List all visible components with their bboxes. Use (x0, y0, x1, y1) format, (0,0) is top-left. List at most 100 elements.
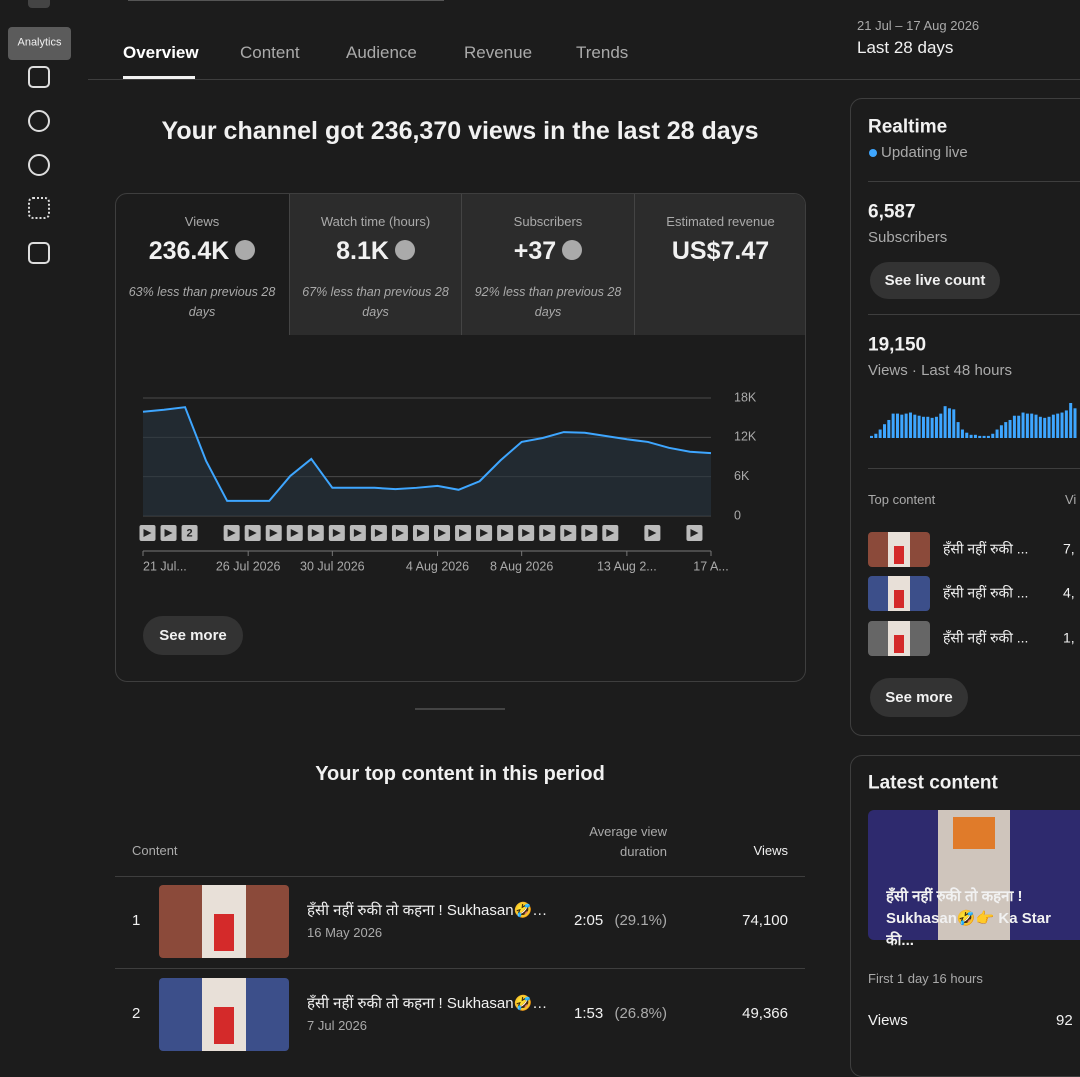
tab[interactable]: Revenue (464, 42, 533, 62)
play-icon (564, 529, 573, 537)
x-tick-label: 13 Aug 2... (597, 559, 657, 573)
video-title[interactable]: हँसी नहीं रुकी ... (943, 629, 1029, 646)
play-icon (480, 529, 489, 537)
play-icon (690, 529, 699, 537)
metric-tab[interactable]: Views 236.4K 63% less than previous 28 day… (116, 194, 288, 335)
bar (1064, 410, 1068, 438)
nav-icon[interactable] (28, 66, 50, 88)
upload-marker (181, 525, 198, 541)
bar (1051, 414, 1055, 438)
metric-tab[interactable]: Subscribers +37 92% less than previous 28 … (461, 194, 634, 335)
views: 74,100 (742, 912, 788, 929)
bar (965, 432, 969, 438)
card-title: Realtime (868, 116, 948, 138)
subscriber-label: Subscribers (868, 229, 948, 246)
play-icon (522, 529, 531, 537)
see-more-button[interactable]: See more (143, 616, 243, 655)
video-title[interactable]: हँसी नहीं रुकी तो कहना ! Sukhasan🤣… (307, 902, 548, 919)
bar (874, 433, 878, 438)
live-dot (869, 149, 877, 157)
video-title[interactable]: हँसी नहीं रुकी ... (943, 540, 1029, 557)
date-label[interactable]: Last 28 days (857, 37, 954, 57)
date-range[interactable]: 21 Jul – 17 Aug 2026 (857, 18, 980, 34)
nav-icon[interactable] (28, 242, 50, 264)
duration-percent: (29.1%) (614, 912, 667, 929)
bar (952, 409, 956, 438)
play-icon (438, 529, 447, 537)
tab[interactable]: Overview (123, 42, 199, 62)
bar (930, 417, 934, 438)
tab[interactable]: Audience (346, 42, 417, 62)
bar (921, 416, 925, 438)
down-arrow (562, 240, 583, 261)
rank: 2 (132, 1005, 141, 1022)
divider (868, 181, 1080, 182)
y-tick-label: 18K (734, 390, 757, 404)
live-count-button[interactable]: See live count (870, 262, 1000, 299)
metric-tab[interactable]: Estimated revenue US$7.47 (633, 194, 805, 335)
play-icon (585, 529, 594, 537)
video-thumbnail[interactable] (868, 576, 930, 611)
video-thumbnail[interactable] (159, 885, 289, 958)
metric-number: 8.1K (336, 237, 389, 265)
bar (878, 429, 882, 438)
nav-icon[interactable] (28, 154, 50, 176)
bar (1030, 413, 1034, 438)
tooltip-text: Analytics (17, 36, 62, 49)
video-thumbnail[interactable] (159, 978, 289, 1051)
views: 1, (1063, 629, 1075, 646)
video-title[interactable]: हँसी नहीं रुकी तो कहना ! Sukhasan🤣… (307, 995, 548, 1012)
tab[interactable]: Trends (576, 42, 629, 62)
play-icon (332, 529, 341, 537)
play-icon (311, 529, 320, 537)
play-icon (374, 529, 383, 537)
nav-icon[interactable] (28, 110, 50, 132)
bar (1004, 422, 1008, 438)
x-tick-label: 21 Jul... (143, 559, 187, 573)
video-date: 7 Jul 2026 (307, 1018, 367, 1034)
divider (868, 468, 1080, 469)
bar (908, 412, 912, 438)
see-more-button[interactable]: See more (870, 678, 968, 717)
bar (1034, 414, 1038, 438)
rank: 1 (132, 912, 141, 929)
down-arrow (394, 240, 415, 261)
tab[interactable]: Content (240, 42, 300, 62)
bar (887, 419, 891, 438)
bar (1017, 415, 1021, 438)
metric-tab[interactable]: Watch time (hours) 8.1K 67% less than prev… (288, 194, 462, 335)
play-icon (459, 529, 468, 537)
bar (943, 406, 947, 438)
y-tick-label: 6K (734, 469, 750, 483)
list-header: Vi (1065, 492, 1077, 508)
video-date: 16 May 2026 (307, 925, 383, 941)
metric-value: 8.1K (290, 237, 462, 266)
video-thumbnail[interactable] (868, 621, 930, 656)
bar (1012, 415, 1016, 438)
views: 4, (1063, 584, 1075, 601)
video-title[interactable]: हँसी नहीं रुकी ... (943, 584, 1029, 601)
nav-icon[interactable] (28, 197, 50, 219)
col-header[interactable]: Average view duration (589, 824, 667, 859)
video-thumbnail[interactable] (868, 532, 930, 567)
views-chart: 0 6K 12K 18K 2 21 Jul... 26 Jul 2026 30 Jul 202… (139, 390, 757, 573)
video-thumbnail[interactable] (868, 810, 1080, 940)
duration-percent: (26.8%) (614, 1005, 667, 1022)
metric-compare: 67% less than previous 28 days (302, 285, 449, 319)
play-icon (416, 529, 425, 537)
bar (900, 414, 904, 438)
video-title[interactable]: हँसी नहीं रुकी तो कहना ! Sukhasan🤣👉 Ka S… (886, 888, 1051, 949)
bar (939, 413, 943, 438)
x-tick-label: 4 Aug 2026 (406, 559, 469, 573)
page: Analytics Overview Content Audience Revenue… (8, 0, 1080, 1077)
bar (947, 408, 951, 438)
down-arrow (235, 240, 256, 261)
views-value: 92 (1056, 1012, 1073, 1029)
metric-value: +37 (462, 237, 634, 266)
views: 7, (1063, 540, 1075, 557)
metric-label: Estimated revenue (666, 214, 775, 229)
metric-label: Views (184, 214, 220, 229)
col-header[interactable]: Views (753, 843, 788, 859)
nav-icon[interactable] (28, 0, 50, 8)
play-icon (290, 529, 299, 537)
